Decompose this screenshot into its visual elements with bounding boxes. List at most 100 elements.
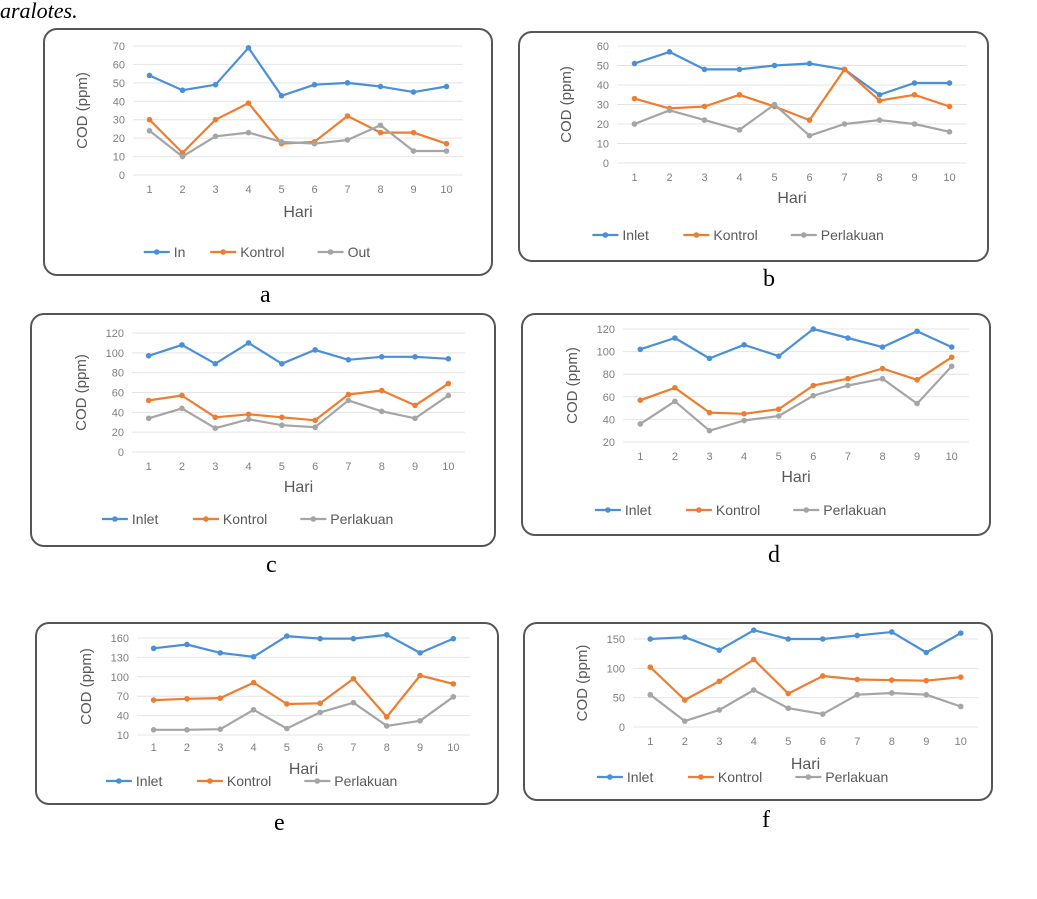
data-point-perlakuan xyxy=(417,717,423,724)
caption-f: f xyxy=(762,807,770,833)
legend-item-kontrol: Kontrol xyxy=(192,511,267,527)
data-point-inlet xyxy=(647,636,654,642)
data-point-kontrol xyxy=(383,714,390,720)
data-point-in xyxy=(344,80,351,86)
x-tick-label: 7 xyxy=(344,184,350,196)
y-tick-label: 80 xyxy=(603,369,615,381)
data-point-kontrol xyxy=(876,97,883,104)
data-point-kontrol xyxy=(284,701,290,707)
data-point-kontrol xyxy=(879,365,886,372)
x-tick-label: 2 xyxy=(179,461,185,473)
legend-label: Perlakuan xyxy=(330,511,393,527)
legend-item-inlet: Inlet xyxy=(596,769,653,785)
x-tick-label: 8 xyxy=(379,461,385,473)
series-line-perlakuan xyxy=(153,695,455,731)
data-point-kontrol xyxy=(736,91,743,98)
y-tick-label: 20 xyxy=(603,437,615,449)
legend-marker xyxy=(116,778,122,784)
data-point-perlakuan xyxy=(845,382,851,389)
legend-item-kontrol: Kontrol xyxy=(687,769,762,785)
legend-item-in: In xyxy=(143,244,185,260)
data-point-kontrol xyxy=(212,116,219,123)
data-point-perlakuan xyxy=(810,392,817,399)
data-point-inlet xyxy=(150,645,157,652)
data-point-perlakuan xyxy=(888,690,895,696)
data-point-perlakuan xyxy=(948,363,955,370)
series-line-inlet xyxy=(148,341,449,365)
y-tick-label: 20 xyxy=(113,133,125,145)
legend-marker xyxy=(801,232,807,238)
data-point-kontrol xyxy=(948,354,955,361)
data-point-perlakuan xyxy=(345,397,352,404)
data-point-inlet xyxy=(706,355,713,362)
legend-item-kontrol: Kontrol xyxy=(685,502,760,518)
data-point-inlet xyxy=(345,356,352,363)
x-tick-label: 1 xyxy=(146,184,152,196)
data-point-perlakuan xyxy=(217,726,224,732)
data-point-kontrol xyxy=(701,103,708,110)
legend-item-inlet: Inlet xyxy=(592,227,649,243)
x-tick-label: 5 xyxy=(278,184,284,196)
x-tick-label: 9 xyxy=(923,736,929,748)
data-point-inlet xyxy=(806,60,813,67)
x-tick-label: 6 xyxy=(810,451,816,463)
legend-item-perlakuan: Perlakuan xyxy=(304,773,397,789)
data-point-kontrol xyxy=(350,675,357,682)
x-tick-label: 2 xyxy=(672,451,678,463)
y-tick-label: 120 xyxy=(597,324,615,336)
legend-marker xyxy=(602,232,609,238)
chart-panel-e: 10 40 70 100 130 160 1 2 3 4 5 6 7 8 9 10 Hari COD (ppm) I… xyxy=(35,622,499,805)
data-point-perlakuan xyxy=(879,375,886,382)
data-point-inlet xyxy=(750,627,757,633)
data-point-inlet xyxy=(312,347,318,353)
legend-item-out: Out xyxy=(317,244,371,260)
x-tick-label: 9 xyxy=(412,461,418,473)
legend-marker xyxy=(607,774,613,780)
x-tick-label: 4 xyxy=(250,742,256,754)
x-tick-label: 4 xyxy=(245,461,251,473)
data-point-in xyxy=(278,92,285,99)
y-tick-label: 120 xyxy=(106,328,124,340)
data-point-inlet xyxy=(450,635,457,642)
x-tick-label: 3 xyxy=(217,742,223,754)
data-point-kontrol xyxy=(212,414,219,421)
y-tick-label: 10 xyxy=(597,139,609,151)
y-axis-title: COD (ppm) xyxy=(78,648,95,725)
data-point-kontrol xyxy=(345,391,352,398)
data-point-perlakuan xyxy=(819,711,826,717)
data-point-inlet xyxy=(701,66,708,73)
x-tick-label: 8 xyxy=(377,184,383,196)
y-tick-label: 50 xyxy=(597,61,609,73)
series-line-kontrol xyxy=(148,382,450,422)
x-tick-label: 3 xyxy=(701,172,707,184)
data-point-out xyxy=(377,122,384,129)
data-point-kontrol xyxy=(377,129,384,136)
data-point-inlet xyxy=(250,653,257,660)
y-tick-label: 100 xyxy=(111,672,129,684)
data-point-perlakuan xyxy=(672,398,678,405)
chart-panel-d: 20 40 60 80 100 120 1 2 3 4 5 6 7 8 9 10 Hari COD (ppm) In… xyxy=(521,313,991,536)
legend-marker xyxy=(803,507,810,513)
series-line-out xyxy=(148,124,447,158)
y-tick-label: 40 xyxy=(597,80,609,92)
legend-marker xyxy=(327,249,334,255)
x-tick-label: 5 xyxy=(279,461,285,473)
data-point-in xyxy=(410,89,417,95)
x-tick-label: 7 xyxy=(350,742,356,754)
data-point-perlakuan xyxy=(145,415,152,422)
legend-label: Out xyxy=(348,244,371,260)
data-point-perlakuan xyxy=(383,723,390,729)
legend-label: Kontrol xyxy=(223,511,267,527)
legend-label: Kontrol xyxy=(713,227,757,243)
data-point-inlet xyxy=(184,641,190,648)
data-point-perlakuan xyxy=(946,129,953,135)
data-point-perlakuan xyxy=(681,718,688,724)
data-point-kontrol xyxy=(845,375,851,382)
series-line-kontrol xyxy=(639,356,953,415)
x-tick-label: 5 xyxy=(771,172,777,184)
data-point-perlakuan xyxy=(350,699,357,706)
data-point-kontrol xyxy=(317,700,323,707)
x-tick-label: 10 xyxy=(943,172,955,184)
x-tick-label: 10 xyxy=(447,742,459,754)
legend-marker xyxy=(693,232,700,238)
